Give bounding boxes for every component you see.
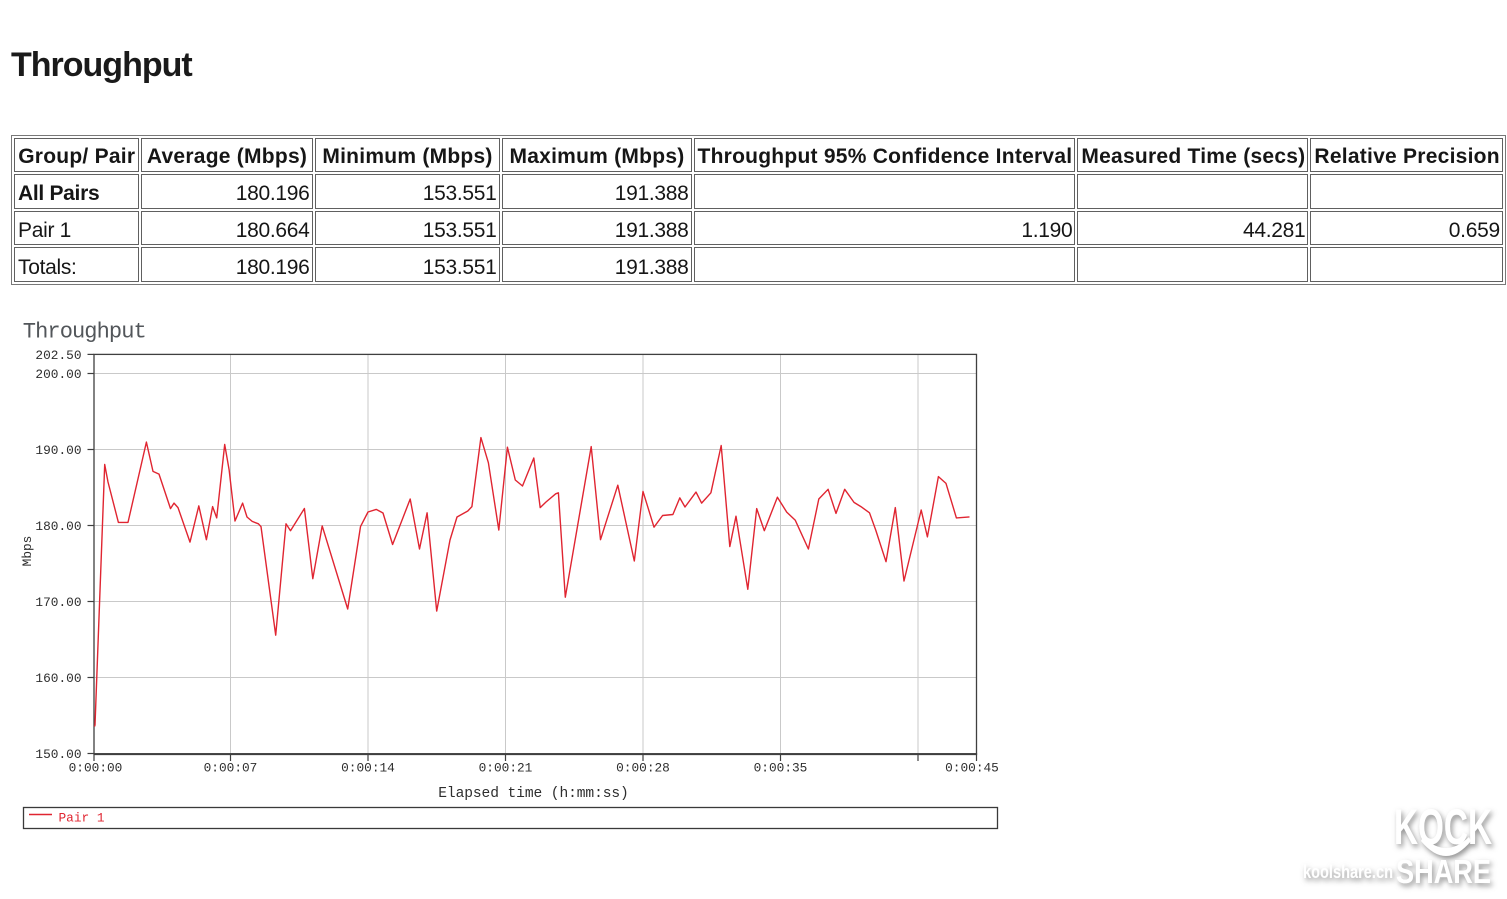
svg-text:170.00: 170.00: [35, 595, 81, 610]
svg-text:Throughput: Throughput: [23, 320, 146, 345]
svg-text:0:00:35: 0:00:35: [754, 761, 808, 776]
svg-text:SHARE: SHARE: [1396, 853, 1491, 890]
svg-text:160.00: 160.00: [35, 671, 81, 686]
svg-text:Mbps: Mbps: [20, 536, 35, 567]
svg-text:150.00: 150.00: [35, 747, 81, 762]
svg-text:180.00: 180.00: [35, 519, 81, 534]
svg-text:0:00:21: 0:00:21: [479, 761, 533, 776]
svg-text:0:00:45: 0:00:45: [945, 761, 999, 776]
svg-text:0:00:28: 0:00:28: [616, 761, 670, 776]
svg-text:202.50: 202.50: [35, 348, 81, 363]
svg-text:0:00:00: 0:00:00: [69, 761, 123, 776]
svg-text:0:00:07: 0:00:07: [204, 761, 258, 776]
svg-text:koolshare.cn: koolshare.cn: [1303, 862, 1393, 882]
svg-text:0:00:14: 0:00:14: [341, 761, 395, 776]
svg-text:200.00: 200.00: [35, 367, 81, 382]
svg-text:190.00: 190.00: [35, 443, 81, 458]
svg-text:KOCK: KOCK: [1394, 799, 1492, 855]
svg-text:Elapsed time (h:mm:ss): Elapsed time (h:mm:ss): [438, 786, 628, 802]
svg-text:Pair 1: Pair 1: [59, 811, 105, 826]
